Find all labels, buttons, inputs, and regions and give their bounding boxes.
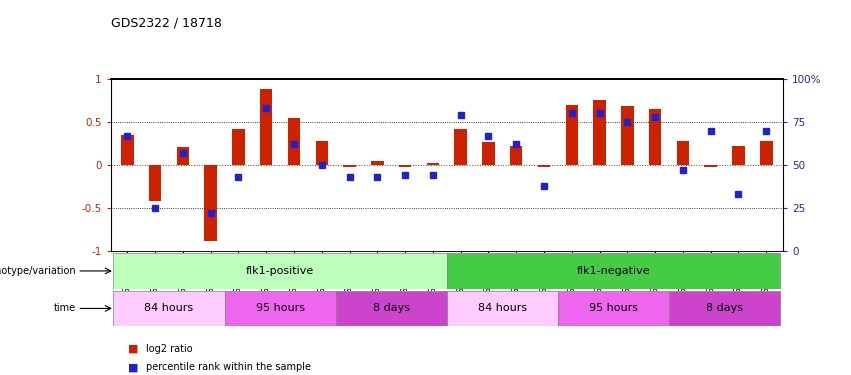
Bar bbox=[426, 163, 439, 165]
Bar bbox=[566, 105, 578, 165]
Bar bbox=[593, 100, 606, 165]
Text: time: time bbox=[54, 303, 76, 313]
Text: percentile rank within the sample: percentile rank within the sample bbox=[146, 363, 311, 372]
Bar bbox=[705, 165, 717, 167]
Text: 8 days: 8 days bbox=[373, 303, 409, 313]
Bar bbox=[399, 165, 411, 167]
Bar bbox=[648, 109, 661, 165]
Bar bbox=[454, 129, 467, 165]
Bar bbox=[447, 253, 780, 289]
Bar bbox=[225, 291, 335, 326]
Bar bbox=[113, 291, 225, 326]
Text: ■: ■ bbox=[128, 363, 138, 372]
Bar bbox=[538, 165, 551, 167]
Bar bbox=[335, 291, 447, 326]
Bar bbox=[483, 142, 494, 165]
Text: log2 ratio: log2 ratio bbox=[146, 344, 193, 354]
Bar bbox=[113, 253, 447, 289]
Bar bbox=[177, 147, 189, 165]
Bar bbox=[149, 165, 162, 201]
Text: 95 hours: 95 hours bbox=[589, 303, 638, 313]
Bar bbox=[204, 165, 217, 241]
Text: GDS2322 / 18718: GDS2322 / 18718 bbox=[111, 17, 221, 30]
Bar bbox=[447, 291, 558, 326]
Bar bbox=[343, 165, 356, 167]
Bar bbox=[669, 291, 780, 326]
Bar bbox=[558, 291, 669, 326]
Bar bbox=[232, 129, 245, 165]
Bar bbox=[732, 146, 745, 165]
Text: genotype/variation: genotype/variation bbox=[0, 266, 76, 276]
Text: flk1-negative: flk1-negative bbox=[577, 266, 650, 276]
Bar bbox=[677, 141, 689, 165]
Text: 84 hours: 84 hours bbox=[477, 303, 527, 313]
Bar bbox=[371, 160, 384, 165]
Text: flk1-positive: flk1-positive bbox=[246, 266, 314, 276]
Text: ■: ■ bbox=[128, 344, 138, 354]
Bar bbox=[621, 106, 634, 165]
Bar bbox=[760, 141, 773, 165]
Text: 84 hours: 84 hours bbox=[145, 303, 193, 313]
Bar bbox=[510, 146, 523, 165]
Bar bbox=[288, 118, 300, 165]
Bar bbox=[121, 135, 134, 165]
Text: 8 days: 8 days bbox=[706, 303, 743, 313]
Bar bbox=[260, 89, 272, 165]
Bar bbox=[316, 141, 328, 165]
Text: 95 hours: 95 hours bbox=[255, 303, 305, 313]
